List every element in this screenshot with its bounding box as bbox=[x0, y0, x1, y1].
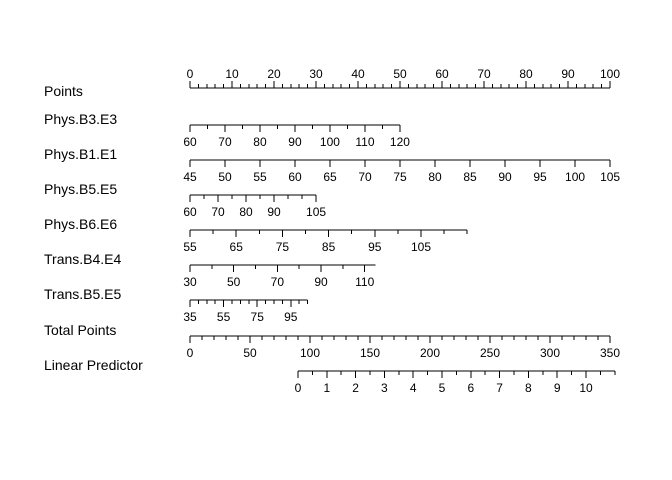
tick-label-phys-b3-e3: 90 bbox=[288, 135, 302, 149]
tick-label-points: 40 bbox=[351, 67, 365, 81]
tick-label-phys-b1-e1: 75 bbox=[393, 170, 407, 184]
tick-label-trans-b5-e5: 75 bbox=[251, 310, 265, 324]
tick-label-total-points: 150 bbox=[360, 346, 380, 360]
tick-label-points: 10 bbox=[225, 67, 239, 81]
tick-label-trans-b4-e4: 90 bbox=[314, 275, 328, 289]
row-label-trans-b5-e5: Trans.B5.E5 bbox=[44, 286, 122, 302]
tick-label-phys-b6-e6: 85 bbox=[322, 240, 336, 254]
tick-label-total-points: 0 bbox=[187, 346, 194, 360]
tick-label-trans-b4-e4: 30 bbox=[183, 275, 197, 289]
tick-label-phys-b1-e1: 65 bbox=[323, 170, 337, 184]
tick-label-points: 100 bbox=[600, 67, 620, 81]
tick-label-phys-b1-e1: 90 bbox=[498, 170, 512, 184]
tick-label-phys-b5-e5: 70 bbox=[211, 205, 225, 219]
tick-label-phys-b3-e3: 60 bbox=[183, 135, 197, 149]
row-label-total-points: Total Points bbox=[44, 322, 116, 338]
tick-label-phys-b5-e5: 90 bbox=[267, 205, 281, 219]
tick-label-phys-b5-e5: 80 bbox=[239, 205, 253, 219]
tick-label-linear-predictor: 8 bbox=[525, 381, 532, 395]
tick-label-linear-predictor: 2 bbox=[352, 381, 359, 395]
tick-label-phys-b1-e1: 95 bbox=[533, 170, 547, 184]
tick-label-linear-predictor: 10 bbox=[579, 381, 593, 395]
tick-label-points: 0 bbox=[187, 67, 194, 81]
tick-label-phys-b1-e1: 80 bbox=[428, 170, 442, 184]
tick-label-trans-b4-e4: 70 bbox=[271, 275, 285, 289]
row-label-phys-b3-e3: Phys.B3.E3 bbox=[44, 111, 117, 127]
tick-label-points: 20 bbox=[267, 67, 281, 81]
tick-label-total-points: 50 bbox=[243, 346, 257, 360]
row-label-linear-predictor: Linear Predictor bbox=[44, 357, 143, 373]
tick-label-phys-b6-e6: 95 bbox=[368, 240, 382, 254]
tick-label-total-points: 300 bbox=[540, 346, 560, 360]
tick-label-linear-predictor: 5 bbox=[439, 381, 446, 395]
tick-label-points: 50 bbox=[393, 67, 407, 81]
row-label-trans-b4-e4: Trans.B4.E4 bbox=[44, 251, 122, 267]
tick-label-total-points: 250 bbox=[480, 346, 500, 360]
tick-label-phys-b5-e5: 60 bbox=[183, 205, 197, 219]
tick-label-phys-b1-e1: 50 bbox=[218, 170, 232, 184]
tick-label-phys-b1-e1: 55 bbox=[253, 170, 267, 184]
tick-label-phys-b3-e3: 110 bbox=[355, 135, 374, 149]
row-label-phys-b5-e5: Phys.B5.E5 bbox=[44, 181, 117, 197]
tick-label-linear-predictor: 9 bbox=[554, 381, 561, 395]
tick-label-phys-b5-e5: 105 bbox=[306, 205, 326, 219]
tick-label-points: 80 bbox=[519, 67, 533, 81]
tick-label-points: 70 bbox=[477, 67, 491, 81]
tick-label-phys-b1-e1: 85 bbox=[463, 170, 477, 184]
tick-label-phys-b3-e3: 80 bbox=[253, 135, 267, 149]
tick-label-linear-predictor: 1 bbox=[323, 381, 330, 395]
tick-label-points: 60 bbox=[435, 67, 449, 81]
tick-label-phys-b6-e6: 65 bbox=[230, 240, 244, 254]
tick-label-points: 90 bbox=[561, 67, 575, 81]
row-label-phys-b1-e1: Phys.B1.E1 bbox=[44, 146, 117, 162]
tick-label-trans-b5-e5: 95 bbox=[284, 310, 298, 324]
tick-label-points: 30 bbox=[309, 67, 323, 81]
tick-label-phys-b1-e1: 45 bbox=[183, 170, 197, 184]
tick-label-phys-b1-e1: 105 bbox=[600, 170, 620, 184]
tick-label-total-points: 100 bbox=[300, 346, 320, 360]
tick-label-phys-b1-e1: 100 bbox=[565, 170, 585, 184]
row-label-points: Points bbox=[44, 83, 83, 99]
tick-label-total-points: 350 bbox=[600, 346, 620, 360]
tick-label-phys-b6-e6: 75 bbox=[276, 240, 290, 254]
tick-label-linear-predictor: 6 bbox=[467, 381, 474, 395]
tick-label-phys-b6-e6: 105 bbox=[411, 240, 431, 254]
tick-label-phys-b3-e3: 100 bbox=[320, 135, 340, 149]
tick-label-phys-b3-e3: 120 bbox=[390, 135, 410, 149]
tick-label-phys-b1-e1: 60 bbox=[288, 170, 302, 184]
tick-label-linear-predictor: 7 bbox=[496, 381, 503, 395]
tick-label-linear-predictor: 3 bbox=[381, 381, 388, 395]
tick-label-trans-b5-e5: 55 bbox=[217, 310, 231, 324]
tick-label-linear-predictor: 0 bbox=[295, 381, 302, 395]
tick-label-phys-b6-e6: 55 bbox=[183, 240, 197, 254]
tick-label-trans-b5-e5: 35 bbox=[183, 310, 197, 324]
tick-label-trans-b4-e4: 110 bbox=[355, 275, 374, 289]
tick-label-trans-b4-e4: 50 bbox=[227, 275, 241, 289]
tick-label-total-points: 200 bbox=[420, 346, 440, 360]
tick-label-linear-predictor: 4 bbox=[410, 381, 417, 395]
tick-label-phys-b1-e1: 70 bbox=[358, 170, 372, 184]
row-label-phys-b6-e6: Phys.B6.E6 bbox=[44, 216, 117, 232]
tick-label-phys-b3-e3: 70 bbox=[218, 135, 232, 149]
